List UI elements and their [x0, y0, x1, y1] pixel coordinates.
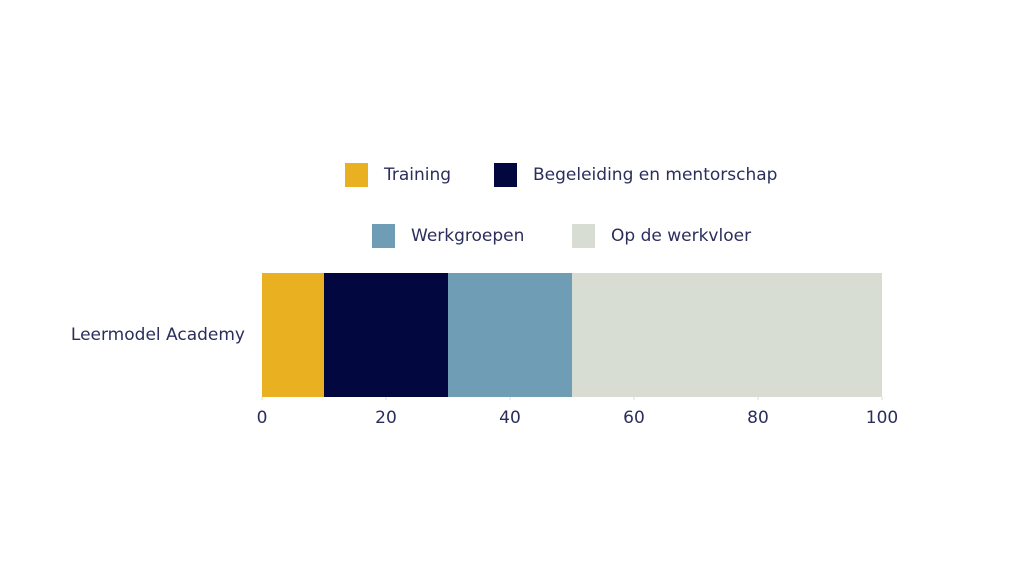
bar-segment	[572, 273, 882, 397]
legend-label: Begeleiding en mentorschap	[533, 165, 777, 185]
x-tick-label: 0	[257, 408, 268, 428]
x-tick-label: 40	[499, 408, 521, 428]
bar-segment	[448, 273, 572, 397]
legend-swatch	[372, 224, 395, 248]
x-tick-label: 100	[866, 408, 898, 428]
y-tick-label: Leermodel Academy	[71, 325, 245, 345]
legend-swatch	[494, 163, 517, 187]
legend-label: Op de werkvloer	[611, 226, 751, 246]
bar-segment	[324, 273, 448, 397]
legend-label: Training	[383, 165, 451, 185]
x-tick-label: 80	[747, 408, 769, 428]
legend-label: Werkgroepen	[411, 226, 524, 246]
x-tick-label: 60	[623, 408, 645, 428]
legend-swatch	[345, 163, 368, 187]
bar-segment	[262, 273, 324, 397]
x-tick-label: 20	[375, 408, 397, 428]
legend-swatch	[572, 224, 595, 248]
